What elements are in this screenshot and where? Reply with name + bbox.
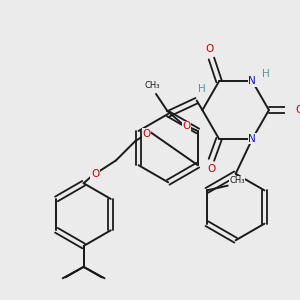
Text: CH₃: CH₃ xyxy=(145,81,160,90)
Text: O: O xyxy=(206,44,214,54)
Text: O: O xyxy=(182,121,190,131)
Text: N: N xyxy=(248,134,256,144)
Text: N: N xyxy=(248,76,256,86)
Text: CH₃: CH₃ xyxy=(230,176,245,185)
Text: O: O xyxy=(91,169,99,179)
Text: O: O xyxy=(295,105,300,115)
Text: O: O xyxy=(207,164,216,174)
Text: O: O xyxy=(142,129,151,139)
Text: H: H xyxy=(262,69,269,79)
Text: H: H xyxy=(198,84,205,94)
